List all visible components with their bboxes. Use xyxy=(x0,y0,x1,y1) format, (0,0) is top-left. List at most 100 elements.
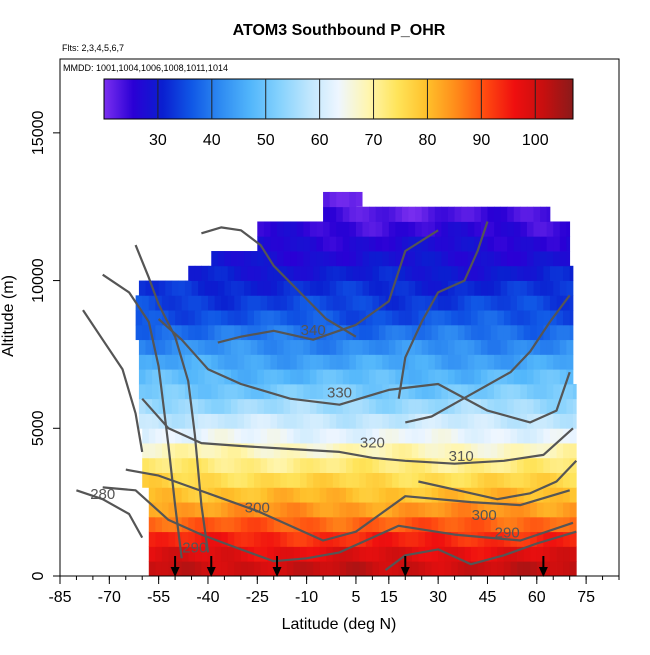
chart-title: ATOM3 Southbound P_OHR xyxy=(233,22,446,39)
heatmap-cell xyxy=(438,531,446,547)
heatmap-cell xyxy=(484,531,492,547)
heatmap-cell xyxy=(227,428,235,444)
heatmap-cell xyxy=(431,443,439,459)
heatmap-cell xyxy=(227,472,235,488)
heatmap-cell xyxy=(388,206,396,222)
heatmap-cell xyxy=(398,502,406,518)
heatmap-cell xyxy=(536,295,544,311)
heatmap-cell xyxy=(533,413,541,429)
heatmap-cell xyxy=(286,265,294,281)
heatmap-cell xyxy=(221,561,229,577)
heatmap-cell xyxy=(536,502,544,518)
heatmap-cell xyxy=(480,280,488,296)
heatmap-cell xyxy=(191,383,199,400)
heatmap-cell xyxy=(230,369,238,385)
heatmap-cell xyxy=(503,516,511,533)
heatmap-cell xyxy=(247,457,255,473)
heatmap-cell xyxy=(267,472,275,488)
heatmap-cell xyxy=(530,561,538,577)
heatmap-cell xyxy=(181,457,189,473)
heatmap-cell xyxy=(405,516,413,533)
heatmap-cell xyxy=(273,531,281,547)
heatmap-cell xyxy=(234,443,242,459)
heatmap-cell xyxy=(454,383,462,400)
heatmap-cell xyxy=(296,369,304,385)
heatmap-cell xyxy=(418,561,426,577)
heatmap-cell xyxy=(484,487,492,503)
heatmap-cell xyxy=(487,413,495,429)
heatmap-cell xyxy=(201,457,209,473)
heatmap-cell xyxy=(566,369,574,385)
heatmap-cell xyxy=(530,265,538,281)
heatmap-cell xyxy=(398,472,406,488)
heatmap-cell xyxy=(237,339,245,355)
heatmap-cell xyxy=(385,310,393,326)
heatmap-cell xyxy=(214,516,222,533)
heatmap-cell xyxy=(362,280,370,296)
heatmap-cell xyxy=(250,354,258,370)
heatmap-cell xyxy=(507,354,515,370)
heatmap-cell xyxy=(227,324,235,341)
heatmap-cell xyxy=(221,428,229,444)
heatmap-cell xyxy=(569,502,577,518)
heatmap-cell xyxy=(332,428,340,444)
heatmap-cell xyxy=(221,265,229,281)
heatmap-cell xyxy=(313,487,321,503)
heatmap-cell xyxy=(267,310,275,326)
heatmap-cell xyxy=(221,531,229,547)
heatmap-cell xyxy=(471,561,479,577)
heatmap-cell xyxy=(303,383,311,400)
heatmap-cell xyxy=(316,221,324,237)
heatmap-cell xyxy=(365,265,373,281)
heatmap-cell xyxy=(145,383,153,400)
heatmap-cell xyxy=(553,251,561,267)
heatmap-cell xyxy=(204,383,212,400)
heatmap-cell xyxy=(211,398,219,414)
heatmap-cell xyxy=(135,310,143,326)
heatmap-cell xyxy=(286,516,294,533)
heatmap-cell xyxy=(385,531,393,547)
heatmap-cell xyxy=(438,457,446,473)
heatmap-cell xyxy=(464,310,472,326)
heatmap-cell xyxy=(418,531,426,547)
heatmap-cell xyxy=(257,369,265,385)
heatmap-cell xyxy=(510,546,518,562)
heatmap-cell xyxy=(247,531,255,547)
heatmap-cell xyxy=(510,324,518,341)
heatmap-cell xyxy=(332,487,340,503)
heatmap-cell xyxy=(448,413,455,429)
heatmap-cell xyxy=(148,516,156,533)
heatmap-cell xyxy=(326,310,334,326)
heatmap-cell xyxy=(201,531,209,547)
heatmap-cell xyxy=(148,428,156,444)
heatmap-cell xyxy=(563,295,571,311)
heatmap-cell xyxy=(204,280,212,296)
heatmap-cell xyxy=(438,546,446,562)
heatmap-cell xyxy=(201,502,209,518)
heatmap-cell xyxy=(408,236,416,252)
heatmap-cell xyxy=(346,531,354,547)
heatmap-cell xyxy=(540,206,548,222)
heatmap-cell xyxy=(517,295,525,311)
heatmap-cell xyxy=(484,265,492,281)
heatmap-cell xyxy=(355,369,363,385)
heatmap-cell xyxy=(365,443,373,459)
heatmap-cell xyxy=(457,502,465,518)
heatmap-cell xyxy=(494,339,502,355)
heatmap-cell xyxy=(293,324,301,341)
heatmap-cell xyxy=(227,516,235,533)
heatmap-cell xyxy=(530,516,538,533)
heatmap-cell xyxy=(540,369,548,385)
heatmap-cell xyxy=(221,487,229,503)
heatmap-cell xyxy=(454,236,462,252)
heatmap-cell xyxy=(392,516,400,533)
heatmap-cell xyxy=(326,295,334,311)
heatmap-cell xyxy=(411,472,419,488)
heatmap-cell xyxy=(467,221,475,237)
heatmap-cell xyxy=(546,221,554,237)
heatmap-cell xyxy=(244,383,252,400)
heatmap-cell xyxy=(369,413,377,429)
heatmap-cell xyxy=(339,428,347,444)
heatmap-cell xyxy=(283,339,291,355)
heatmap-cell xyxy=(369,221,377,237)
